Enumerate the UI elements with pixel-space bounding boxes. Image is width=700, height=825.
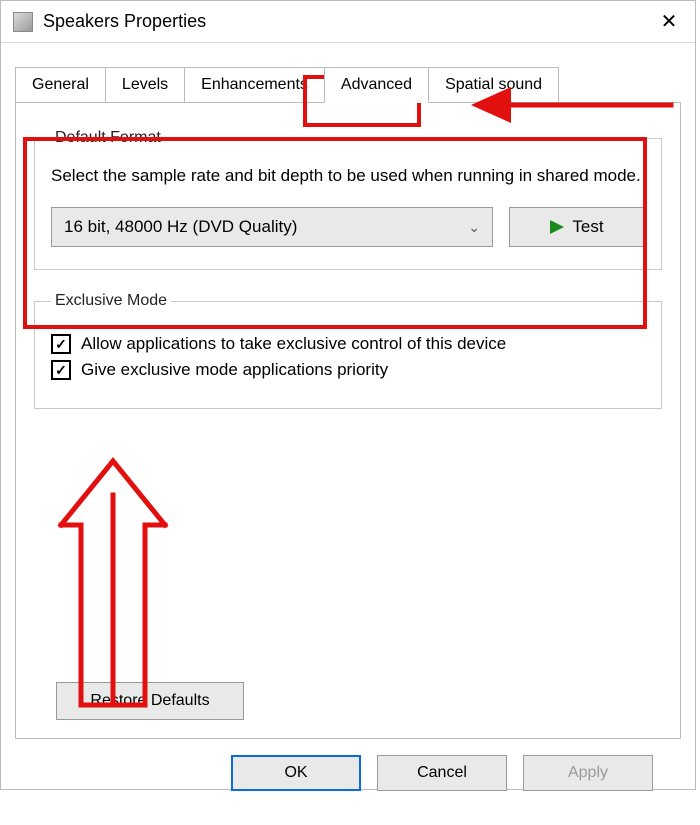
window-title: Speakers Properties	[43, 11, 206, 32]
ok-button[interactable]: OK	[231, 755, 361, 791]
dialog-button-row: OK Cancel Apply	[15, 739, 681, 805]
format-dropdown[interactable]: 16 bit, 48000 Hz (DVD Quality) ⌄	[51, 207, 493, 247]
titlebar: Speakers Properties ✕	[1, 1, 695, 43]
advanced-panel: Default Format Select the sample rate an…	[15, 103, 681, 739]
window-content: General Levels Enhancements Advanced Spa…	[1, 65, 695, 819]
tab-bar: General Levels Enhancements Advanced Spa…	[15, 65, 681, 103]
default-format-group: Default Format Select the sample rate an…	[34, 129, 662, 270]
window-frame: Speakers Properties ✕ General Levels Enh…	[0, 0, 696, 790]
test-button[interactable]: Test	[509, 207, 645, 247]
play-icon	[550, 220, 564, 234]
restore-defaults-label: Restore Defaults	[90, 692, 209, 710]
tab-enhancements[interactable]: Enhancements	[184, 67, 325, 102]
apply-button[interactable]: Apply	[523, 755, 653, 791]
cancel-button[interactable]: Cancel	[377, 755, 507, 791]
tab-general[interactable]: General	[15, 67, 106, 102]
restore-defaults-button[interactable]: Restore Defaults	[56, 682, 244, 720]
checkbox-icon: ✓	[51, 360, 71, 380]
close-button[interactable]: ✕	[647, 3, 691, 41]
chevron-down-icon: ⌄	[468, 219, 480, 236]
default-format-description: Select the sample rate and bit depth to …	[51, 165, 645, 187]
exclusive-priority-label: Give exclusive mode applications priorit…	[81, 360, 388, 380]
close-icon: ✕	[661, 9, 678, 34]
exclusive-mode-legend: Exclusive Mode	[51, 292, 171, 310]
format-dropdown-value: 16 bit, 48000 Hz (DVD Quality)	[64, 217, 297, 237]
tab-spatial[interactable]: Spatial sound	[428, 67, 559, 102]
exclusive-mode-group: Exclusive Mode ✓ Allow applications to t…	[34, 292, 662, 409]
checkbox-icon: ✓	[51, 334, 71, 354]
speaker-icon	[13, 12, 33, 32]
test-button-label: Test	[572, 217, 603, 237]
tab-advanced[interactable]: Advanced	[324, 67, 429, 103]
allow-exclusive-control-checkbox[interactable]: ✓ Allow applications to take exclusive c…	[51, 334, 645, 354]
default-format-legend: Default Format	[51, 129, 165, 147]
apply-button-label: Apply	[568, 764, 608, 782]
tab-levels[interactable]: Levels	[105, 67, 185, 102]
exclusive-priority-checkbox[interactable]: ✓ Give exclusive mode applications prior…	[51, 360, 645, 380]
ok-button-label: OK	[284, 764, 307, 782]
cancel-button-label: Cancel	[417, 764, 467, 782]
allow-exclusive-control-label: Allow applications to take exclusive con…	[81, 334, 506, 354]
